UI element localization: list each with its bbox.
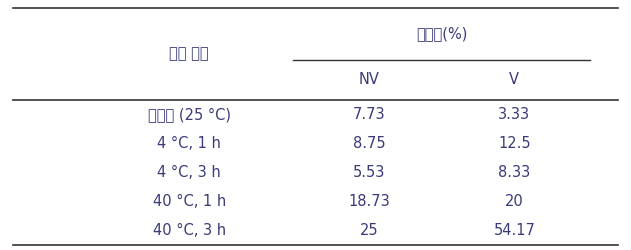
Text: 4 °C, 3 h: 4 °C, 3 h <box>157 165 221 180</box>
Text: 54.17: 54.17 <box>493 223 535 238</box>
Text: 8.75: 8.75 <box>353 136 386 151</box>
Text: 25: 25 <box>360 223 379 238</box>
Text: 18.73: 18.73 <box>348 194 390 209</box>
Text: 처리 조건: 처리 조건 <box>170 46 209 61</box>
Text: 대조군 (25 °C): 대조군 (25 °C) <box>148 107 231 122</box>
Text: 20: 20 <box>505 194 524 209</box>
Text: 4 °C, 1 h: 4 °C, 1 h <box>157 136 221 151</box>
Text: 40 °C, 3 h: 40 °C, 3 h <box>153 223 226 238</box>
Text: 40 °C, 1 h: 40 °C, 1 h <box>153 194 226 209</box>
Text: NV: NV <box>358 72 380 88</box>
Text: 7.73: 7.73 <box>353 107 386 122</box>
Text: 5.53: 5.53 <box>353 165 386 180</box>
Text: 살충률(%): 살충률(%) <box>416 26 468 41</box>
Text: 3.33: 3.33 <box>498 107 530 122</box>
Text: V: V <box>509 72 519 88</box>
Text: 8.33: 8.33 <box>498 165 531 180</box>
Text: 12.5: 12.5 <box>498 136 531 151</box>
